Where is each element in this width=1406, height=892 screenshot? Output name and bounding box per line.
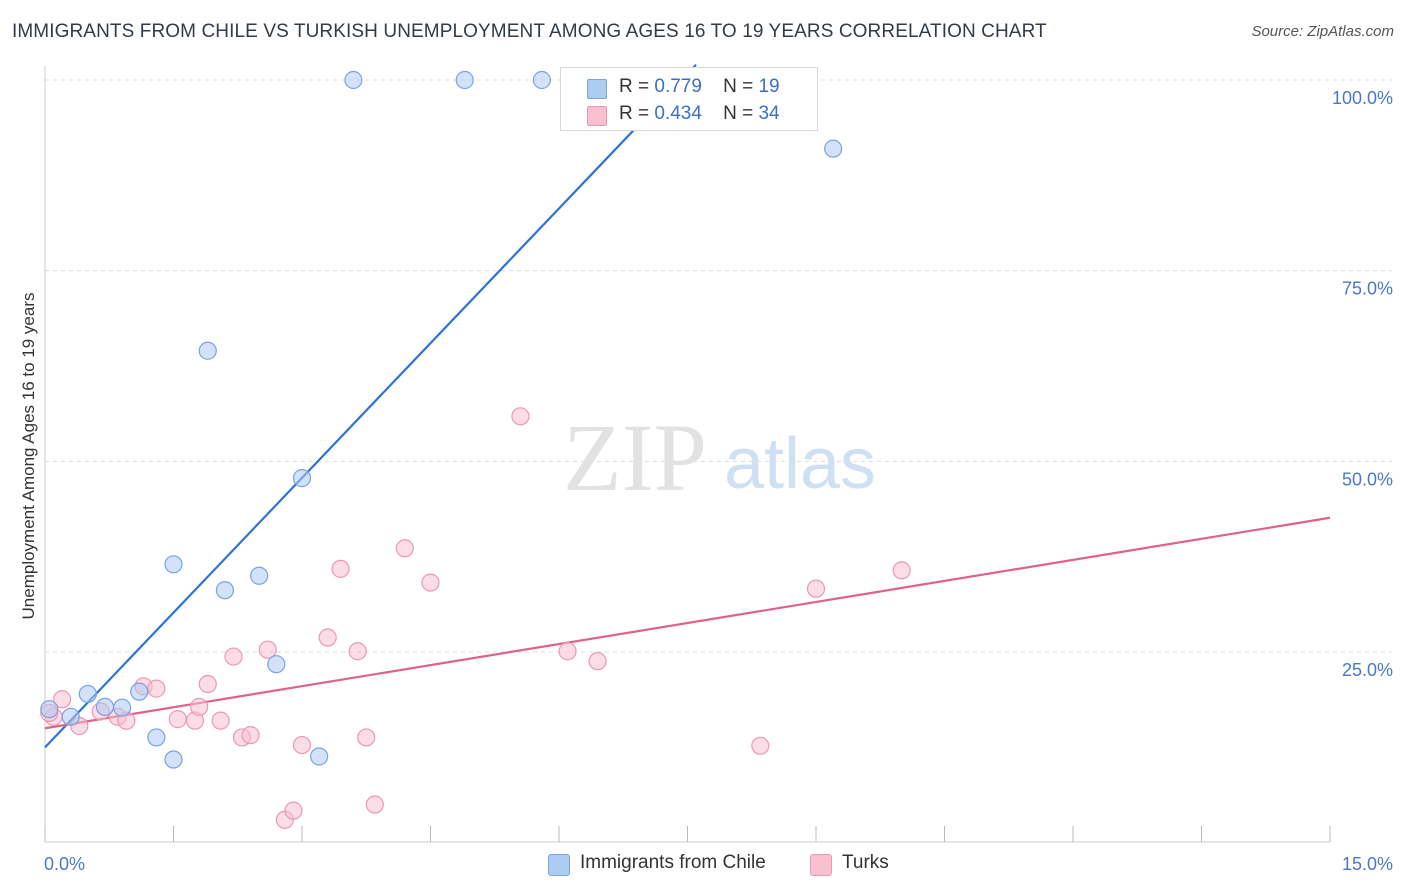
turks-point (421, 573, 440, 592)
y-tick-label: 50.0% (1342, 469, 1393, 489)
legend-chile-n-value: 19 (758, 76, 780, 97)
chile-point (130, 682, 149, 701)
turks-point (258, 640, 277, 659)
turks-point (284, 801, 303, 820)
legend-chile-r-label: R = (619, 76, 650, 97)
turks-point (892, 561, 911, 580)
turks-point (147, 679, 166, 698)
turks-point (53, 690, 72, 709)
chile-point (164, 555, 183, 574)
chile-point (292, 469, 312, 488)
chile-point (267, 655, 286, 674)
legend-turks-n-label: N = (723, 103, 754, 124)
chile-point (532, 70, 551, 90)
gridlines (45, 79, 1392, 653)
watermark: ZIP atlas (563, 404, 876, 511)
watermark-atlas: atlas (724, 424, 876, 504)
x-tick-label: 0.0% (44, 854, 85, 874)
turks-point (511, 407, 530, 426)
turks-point (395, 539, 414, 558)
turks-point (348, 642, 367, 661)
chile-legend-label: Immigrants from Chile (580, 852, 766, 873)
chile-point (95, 697, 115, 717)
chile-point (40, 700, 59, 719)
chile-point (215, 581, 234, 600)
turks-point (558, 642, 577, 661)
source-label: Source: ZipAtlas.com (1251, 23, 1394, 40)
legend-turks-r-value: 0.434 (654, 103, 702, 124)
chile-legend-swatch (548, 854, 570, 876)
turks-trend-line (44, 516, 1331, 730)
turks-point (806, 579, 826, 598)
axes: 25.0% 50.0% 75.0% 100.0% 0.0% 15.0% (44, 66, 1393, 874)
chile-point (112, 698, 132, 717)
chile-point (250, 566, 269, 585)
turks-swatch (587, 106, 607, 126)
turks-point (198, 674, 217, 694)
turks-point (292, 735, 312, 755)
chile-trend-line (44, 63, 697, 749)
correlation-legend: R = 0.779 N = 19 R = 0.434 N = 34 (560, 67, 818, 131)
chile-point (824, 139, 843, 158)
chile-point (147, 728, 166, 747)
turks-point (365, 795, 384, 814)
chile-point (310, 747, 329, 766)
chile-point (455, 70, 474, 90)
turks-point (751, 736, 770, 755)
chile-point (78, 684, 97, 704)
turks-point (168, 710, 187, 729)
turks-point (588, 652, 607, 671)
turks-point (357, 728, 376, 747)
legend-chile-text: R = 0.779 N = 19 (619, 76, 780, 98)
x-tick-label: 15.0% (1342, 854, 1393, 874)
turks-point (224, 647, 243, 666)
legend-turks-n-value: 34 (758, 103, 780, 124)
chile-point (61, 707, 80, 726)
turks-point (318, 628, 337, 647)
chile-point (344, 70, 363, 90)
turks-legend-swatch (810, 854, 832, 876)
legend-turks-text: R = 0.434 N = 34 (619, 103, 780, 125)
turks-legend-label: Turks (842, 852, 889, 873)
chile-swatch (587, 79, 607, 99)
turks-point (241, 726, 260, 745)
y-axis-label: Unemployment Among Ages 16 to 19 years (19, 293, 38, 620)
data-points (40, 70, 911, 829)
y-tick-label: 25.0% (1342, 660, 1393, 680)
y-tick-label: 100.0% (1332, 88, 1393, 108)
y-tick-label: 75.0% (1342, 279, 1393, 299)
turks-point (211, 711, 230, 730)
chile-point (198, 341, 217, 360)
watermark-zip: ZIP (563, 404, 707, 511)
trend-lines (44, 63, 1331, 749)
legend-chile-n-label: N = (723, 76, 754, 97)
chile-point (164, 750, 183, 769)
turks-point (331, 559, 350, 578)
chart-title: IMMIGRANTS FROM CHILE VS TURKISH UNEMPLO… (12, 21, 1047, 42)
turks-point (190, 697, 209, 717)
legend-turks-r-label: R = (619, 103, 650, 124)
legend-chile-r-value: 0.779 (654, 76, 702, 97)
